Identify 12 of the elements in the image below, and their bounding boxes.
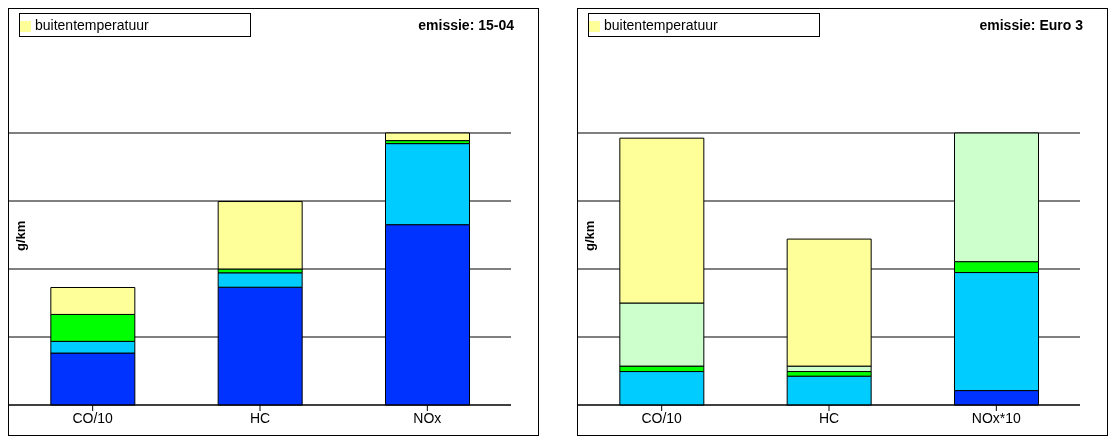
y-axis-title: g/km (582, 220, 597, 251)
x-tick-label: NOx*10 (971, 409, 1022, 426)
x-tick-label: CO/10 (641, 409, 683, 426)
legend-label: buitentemperatuur (604, 17, 718, 33)
chart-title: emissie: 15-04 (418, 17, 514, 33)
legend-label: buitentemperatuur (35, 17, 149, 33)
chart-title: emissie: Euro 3 (979, 17, 1083, 33)
x-tick-label: HC (818, 409, 840, 426)
y-axis-title: g/km (13, 220, 28, 251)
x-tick-label: NOx (413, 409, 442, 426)
x-tick-label: HC (249, 409, 271, 426)
x-tick-label: CO/10 (72, 409, 114, 426)
